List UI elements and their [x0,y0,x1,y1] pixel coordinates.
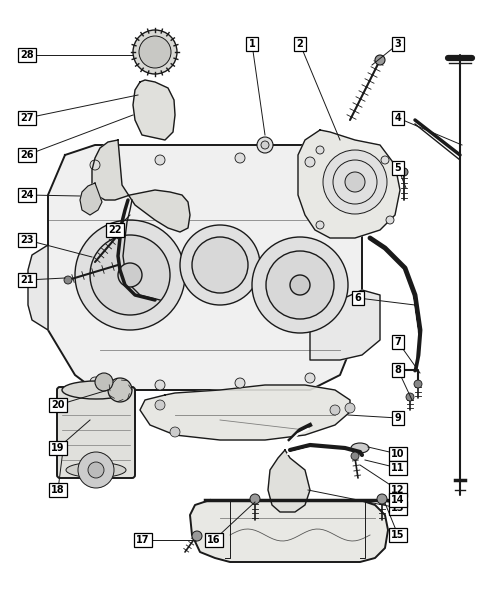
Circle shape [322,150,386,214]
Circle shape [265,251,333,319]
Circle shape [88,462,104,478]
Circle shape [304,157,314,167]
Polygon shape [133,80,175,140]
Circle shape [350,452,358,460]
Circle shape [316,146,323,154]
Circle shape [289,275,309,295]
Ellipse shape [66,463,126,477]
Circle shape [90,160,100,170]
Text: 10: 10 [391,449,404,459]
Circle shape [413,380,421,388]
Circle shape [252,237,348,333]
Circle shape [192,237,247,293]
Circle shape [180,225,259,305]
Circle shape [235,378,244,388]
Text: 9: 9 [394,413,401,423]
Polygon shape [48,145,361,390]
Polygon shape [190,500,387,562]
Polygon shape [92,140,190,232]
Circle shape [118,263,142,287]
Text: 15: 15 [391,530,404,540]
Circle shape [329,405,339,415]
Ellipse shape [62,381,130,399]
Circle shape [374,55,384,65]
Circle shape [64,276,72,284]
Circle shape [155,155,165,165]
Text: 22: 22 [108,225,121,235]
Text: 13: 13 [391,503,404,513]
Text: 21: 21 [20,275,34,285]
Text: 17: 17 [136,535,150,545]
Circle shape [90,235,170,315]
Circle shape [260,141,269,149]
Text: 12: 12 [391,485,404,495]
Circle shape [399,168,407,176]
Polygon shape [309,290,379,360]
Ellipse shape [350,443,368,453]
Circle shape [113,228,123,238]
Text: 8: 8 [394,365,401,375]
Circle shape [133,30,177,74]
Circle shape [95,373,113,391]
Circle shape [376,494,386,504]
Circle shape [257,137,272,153]
Circle shape [170,427,180,437]
FancyBboxPatch shape [57,387,135,478]
Text: 28: 28 [20,50,34,60]
Text: 20: 20 [51,400,65,410]
Polygon shape [297,130,399,238]
Text: 26: 26 [20,150,34,160]
Polygon shape [28,245,48,330]
Polygon shape [268,450,309,512]
Text: 4: 4 [394,113,401,123]
Circle shape [304,373,314,383]
Text: 7: 7 [394,337,401,347]
Text: 23: 23 [20,235,34,245]
Circle shape [405,393,413,401]
Text: 14: 14 [391,495,404,505]
Circle shape [192,531,201,541]
Text: 27: 27 [20,113,34,123]
Text: 6: 6 [354,293,361,303]
Text: 5: 5 [394,163,401,173]
Text: 3: 3 [394,39,401,49]
Circle shape [75,220,184,330]
Circle shape [90,377,100,387]
Circle shape [385,216,393,224]
Text: 11: 11 [391,463,404,473]
Circle shape [344,172,364,192]
Circle shape [249,494,259,504]
Circle shape [380,156,388,164]
Circle shape [155,400,165,410]
Text: 2: 2 [296,39,303,49]
Circle shape [235,153,244,163]
Circle shape [155,380,165,390]
Text: 24: 24 [20,190,34,200]
Circle shape [78,452,114,488]
Circle shape [344,403,354,413]
Polygon shape [140,385,349,440]
Circle shape [333,160,376,204]
Polygon shape [80,183,102,215]
Text: 19: 19 [51,443,65,453]
Text: 18: 18 [51,485,65,495]
Circle shape [108,378,132,402]
Circle shape [316,221,323,229]
Circle shape [139,36,171,68]
Text: 1: 1 [248,39,255,49]
Text: 16: 16 [207,535,220,545]
